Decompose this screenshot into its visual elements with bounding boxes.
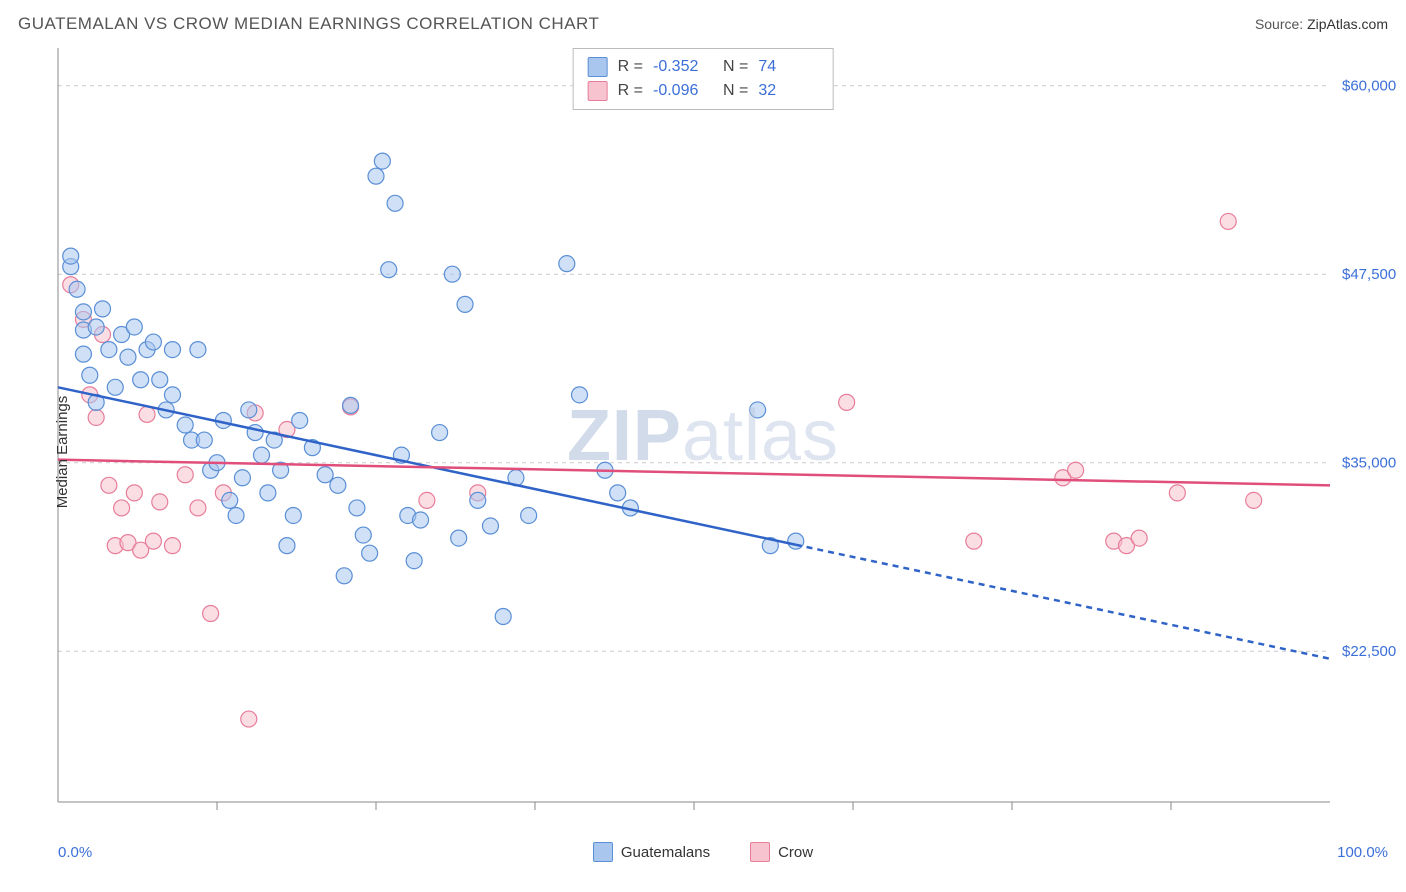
corr-row-series2: R = -0.096 N = 32	[588, 79, 819, 103]
chart-area: Median Earnings ZIPatlas $22,500$35,000$…	[10, 42, 1396, 862]
corr-n-label: N =	[723, 58, 748, 76]
corr-r-label: R =	[618, 58, 643, 76]
y-axis-label: Median Earnings	[54, 396, 71, 509]
source-value: ZipAtlas.com	[1307, 16, 1388, 32]
scatter-plot-svg: $22,500 $35,000 $47,500 $60,000	[10, 42, 1396, 832]
x-axis-legend: 0.0% Guatemalans Crow 100.0%	[10, 842, 1396, 862]
chart-title: GUATEMALAN VS CROW MEDIAN EARNINGS CORRE…	[18, 14, 599, 34]
legend-swatch-2	[750, 842, 770, 862]
legend-swatch-1	[593, 842, 613, 862]
x-axis-start-label: 0.0%	[58, 844, 92, 861]
svg-text:$60,000: $60,000	[1342, 78, 1396, 95]
corr-n-label: N =	[723, 82, 748, 100]
legend-item-series2: Crow	[750, 842, 813, 862]
corr-n-value-1: 74	[758, 58, 818, 76]
correlation-legend: R = -0.352 N = 74 R = -0.096 N = 32	[573, 48, 834, 110]
svg-text:$22,500: $22,500	[1342, 643, 1396, 660]
corr-r-value-1: -0.352	[653, 58, 713, 76]
x-axis-end-label: 100.0%	[1337, 844, 1388, 861]
source-attribution: Source: ZipAtlas.com	[1255, 16, 1388, 32]
corr-r-label: R =	[618, 82, 643, 100]
swatch-series1	[588, 57, 608, 77]
swatch-series2	[588, 81, 608, 101]
svg-text:$35,000: $35,000	[1342, 455, 1396, 472]
legend-label-2: Crow	[778, 844, 813, 861]
corr-r-value-2: -0.096	[653, 82, 713, 100]
source-label: Source:	[1255, 16, 1303, 32]
corr-row-series1: R = -0.352 N = 74	[588, 55, 819, 79]
svg-text:$47,500: $47,500	[1342, 266, 1396, 283]
legend-item-series1: Guatemalans	[593, 842, 710, 862]
corr-n-value-2: 32	[758, 82, 818, 100]
legend-label-1: Guatemalans	[621, 844, 710, 861]
